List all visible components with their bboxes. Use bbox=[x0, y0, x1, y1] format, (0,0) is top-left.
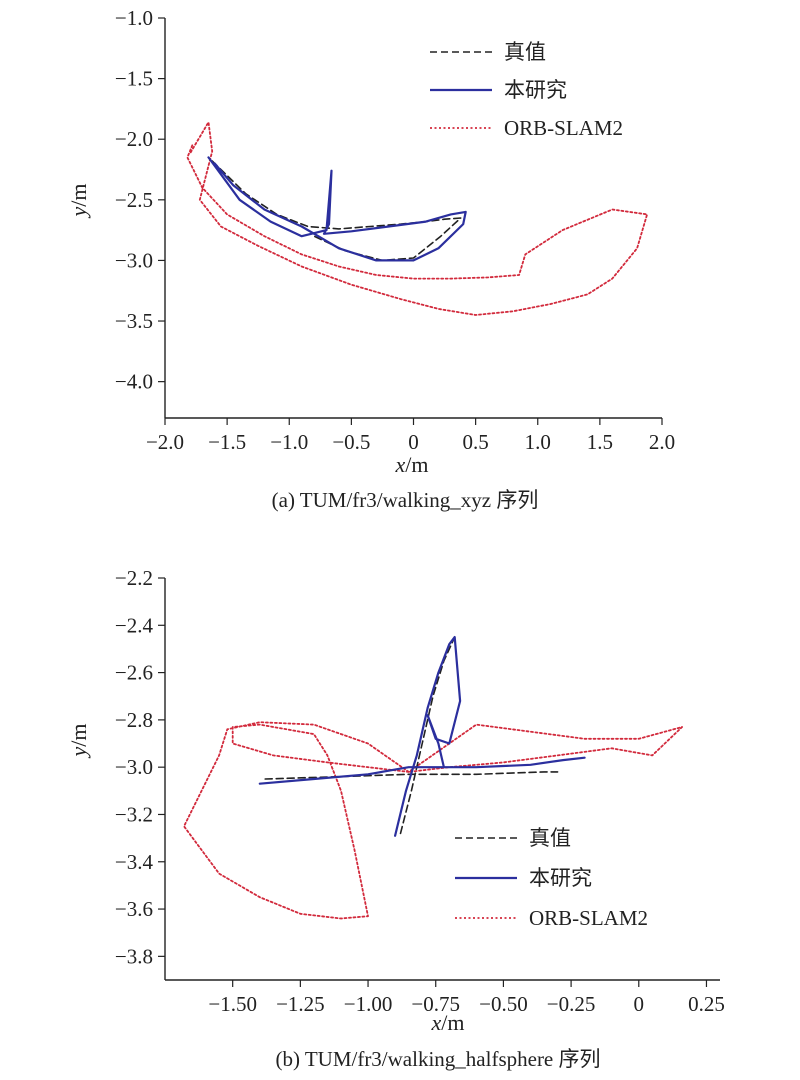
x-var: x bbox=[431, 1010, 442, 1035]
x-tick-label: −0.25 bbox=[547, 992, 596, 1016]
legend-ours-label: 本研究 bbox=[504, 78, 567, 102]
y-tick-label: −3.6 bbox=[115, 897, 153, 921]
panel-b: −1.50 −1.25 −1.00 −0.75 −0.50 −0.25 0 0.25 −2.2 −… bbox=[66, 566, 725, 1071]
x-tick-label: 2.0 bbox=[649, 430, 675, 454]
legend-orb-label: ORB-SLAM2 bbox=[504, 116, 623, 140]
legend-truth-label: 真值 bbox=[504, 40, 546, 64]
series-line-orb-slam2 bbox=[186, 121, 648, 316]
x-unit: /m bbox=[405, 452, 428, 477]
x-tick-label: −1.0 bbox=[270, 430, 308, 454]
y-tick-label: −3.4 bbox=[115, 850, 154, 874]
x-tick-label: 0 bbox=[634, 992, 645, 1016]
legend-orb-label: ORB-SLAM2 bbox=[529, 906, 648, 930]
panel-a-plot-area bbox=[186, 121, 648, 316]
y-unit: /m bbox=[66, 184, 91, 207]
y-tick-label: −2.6 bbox=[115, 661, 153, 685]
panel-a-y-axis-label: y/m bbox=[66, 184, 91, 219]
panel-b-ticks: −1.50 −1.25 −1.00 −0.75 −0.50 −0.25 0 0.25 −2.2 −… bbox=[115, 566, 725, 1016]
x-tick-label: −0.75 bbox=[411, 992, 460, 1016]
panel-a-caption: (a) TUM/fr3/walking_xyz 序列 bbox=[272, 488, 539, 512]
x-tick-label: −1.25 bbox=[276, 992, 325, 1016]
x-tick-label: 0.25 bbox=[688, 992, 725, 1016]
x-tick-label: 0 bbox=[408, 430, 419, 454]
x-tick-label: −1.50 bbox=[208, 992, 257, 1016]
y-tick-label: −2.2 bbox=[115, 566, 153, 590]
series-line-orb-slam2 bbox=[183, 721, 683, 920]
y-unit: /m bbox=[66, 724, 91, 747]
y-tick-label: −2.8 bbox=[115, 708, 153, 732]
panel-b-x-axis-label: x/m bbox=[431, 1010, 465, 1035]
y-tick-label: −2.0 bbox=[115, 127, 153, 151]
y-tick-label: −4.0 bbox=[115, 370, 153, 394]
x-tick-label: 1.0 bbox=[525, 430, 551, 454]
series-line-ours bbox=[207, 156, 467, 262]
panel-b-legend: 真值 本研究 ORB-SLAM2 bbox=[455, 826, 648, 930]
panel-a-x-axis-label: x/m bbox=[395, 452, 429, 477]
legend-ours-label: 本研究 bbox=[529, 866, 592, 890]
x-var: x bbox=[395, 452, 406, 477]
y-tick-label: −1.5 bbox=[115, 67, 153, 91]
y-tick-label: −2.5 bbox=[115, 188, 153, 212]
panel-a: −2.0 −1.5 −1.0 −0.5 0 0.5 1.0 1.5 2.0 −1.0 −1.5 −2.… bbox=[66, 6, 675, 512]
legend-truth-label: 真值 bbox=[529, 826, 571, 850]
x-tick-label: 0.5 bbox=[463, 430, 489, 454]
x-tick-label: −0.50 bbox=[479, 992, 528, 1016]
x-tick-label: −1.5 bbox=[208, 430, 246, 454]
panel-b-caption: (b) TUM/fr3/walking_halfsphere 序列 bbox=[275, 1047, 600, 1071]
y-tick-label: −3.5 bbox=[115, 309, 153, 333]
y-var: y bbox=[66, 207, 91, 219]
x-tick-label: 1.5 bbox=[587, 430, 613, 454]
y-tick-label: −3.2 bbox=[115, 802, 153, 826]
y-tick-label: −3.0 bbox=[115, 755, 153, 779]
panel-a-axes bbox=[164, 18, 662, 419]
y-tick-label: −2.4 bbox=[115, 613, 154, 637]
panel-b-plot-area bbox=[183, 636, 683, 920]
y-tick-label: −3.8 bbox=[115, 944, 153, 968]
x-tick-label: −2.0 bbox=[146, 430, 184, 454]
panel-b-axes bbox=[164, 578, 720, 981]
y-var: y bbox=[66, 747, 91, 759]
panel-b-y-axis-label: y/m bbox=[66, 724, 91, 759]
y-tick-label: −1.0 bbox=[115, 6, 153, 30]
panel-a-ticks: −2.0 −1.5 −1.0 −0.5 0 0.5 1.0 1.5 2.0 −1.0 −1.5 −2.… bbox=[115, 6, 675, 454]
y-tick-label: −3.0 bbox=[115, 248, 153, 272]
series-line-truth bbox=[211, 160, 462, 262]
series-line-ours bbox=[258, 636, 586, 837]
x-unit: /m bbox=[441, 1010, 464, 1035]
panel-a-legend: 真值 本研究 ORB-SLAM2 bbox=[430, 40, 623, 140]
x-tick-label: −0.5 bbox=[332, 430, 370, 454]
series-line-truth bbox=[264, 636, 559, 835]
x-tick-label: −1.00 bbox=[344, 992, 393, 1016]
